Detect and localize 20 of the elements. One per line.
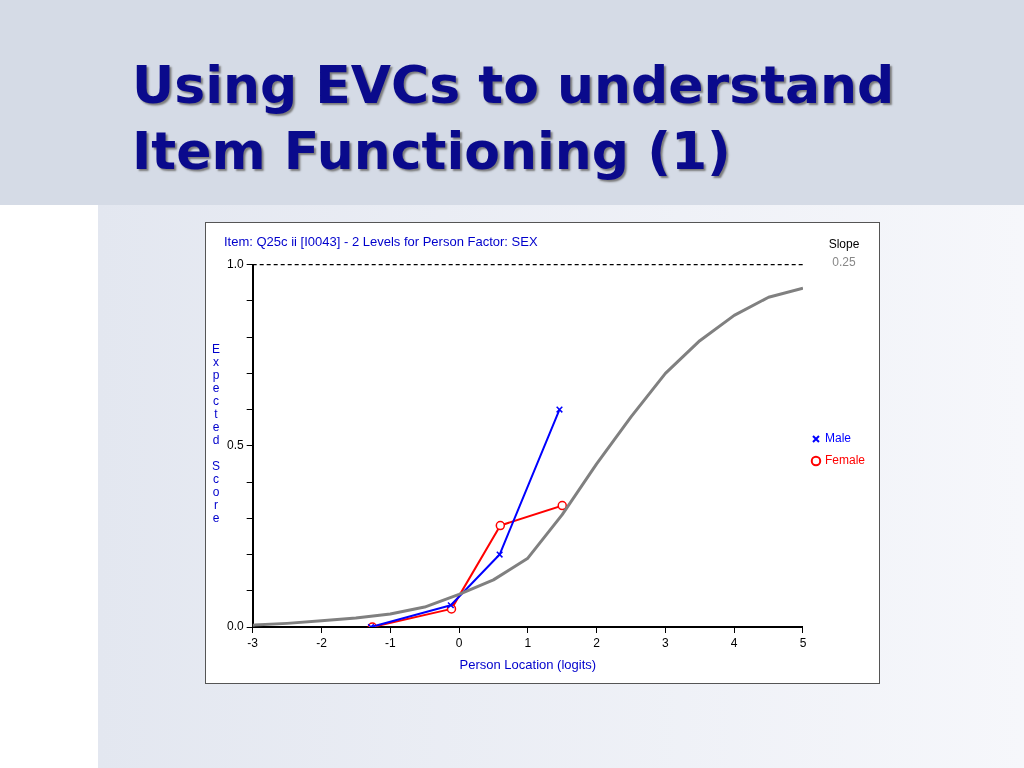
x-tick-label: -3 [247, 635, 259, 650]
text: Slope [828, 237, 860, 251]
x-axis-title: Person Location (logits) [459, 656, 597, 672]
text: 0.25 [832, 255, 856, 269]
y-tick-label: 0.5 [226, 438, 244, 453]
x-tick-label: 3 [662, 635, 670, 650]
legend-label: Female [824, 453, 866, 468]
y-tick-label: 0.0 [226, 619, 244, 634]
x-tick-label: -1 [384, 635, 396, 650]
text: Expected Score [211, 342, 221, 525]
y-tick-label: 1.0 [226, 256, 244, 271]
x-tick-label: 2 [593, 635, 601, 650]
x-tick-label: 5 [799, 635, 807, 650]
legend-label: Male [824, 431, 852, 446]
x-tick-label: 0 [455, 635, 463, 650]
x-tick-label: -2 [316, 635, 328, 650]
chart-subtitle: Item: Q25c ii [I0043] - 2 Levels for Person Factor: SEX [224, 234, 538, 250]
x-tick-label: 4 [730, 635, 738, 650]
x-tick-label: 1 [524, 635, 532, 650]
chart-title: Using EVCs to understand Item Functioning (1) [132, 54, 896, 183]
